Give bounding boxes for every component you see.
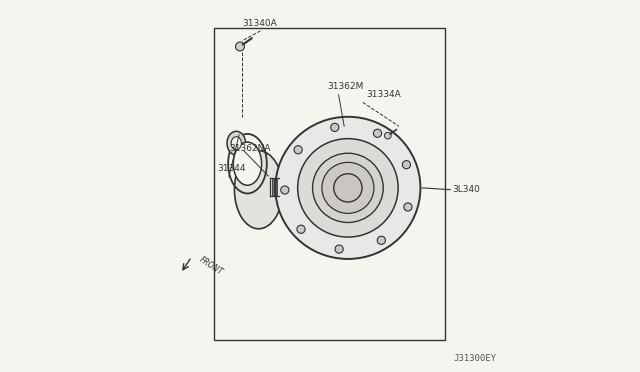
Circle shape — [236, 42, 244, 51]
Text: 31344: 31344 — [218, 164, 246, 173]
Circle shape — [377, 236, 385, 244]
Ellipse shape — [231, 137, 241, 150]
Circle shape — [385, 132, 391, 139]
Text: 3L340: 3L340 — [452, 185, 480, 194]
Ellipse shape — [227, 131, 246, 155]
Text: 31362NA: 31362NA — [229, 144, 270, 153]
Circle shape — [403, 161, 410, 169]
Ellipse shape — [298, 139, 398, 237]
Text: 31340A: 31340A — [242, 19, 276, 28]
Circle shape — [335, 245, 343, 253]
Ellipse shape — [275, 117, 420, 259]
Text: 31334A: 31334A — [367, 90, 401, 99]
Ellipse shape — [334, 174, 362, 202]
Circle shape — [294, 146, 302, 154]
Bar — [214, 28, 445, 340]
Circle shape — [404, 203, 412, 211]
Ellipse shape — [312, 153, 383, 222]
Ellipse shape — [322, 162, 374, 214]
Text: 31362M: 31362M — [328, 82, 364, 91]
Text: FRONT: FRONT — [197, 255, 224, 277]
Circle shape — [331, 123, 339, 131]
Circle shape — [297, 225, 305, 233]
Circle shape — [281, 186, 289, 194]
Ellipse shape — [234, 151, 283, 229]
Circle shape — [373, 129, 381, 137]
Text: J31300EY: J31300EY — [454, 354, 497, 363]
Ellipse shape — [234, 142, 262, 185]
